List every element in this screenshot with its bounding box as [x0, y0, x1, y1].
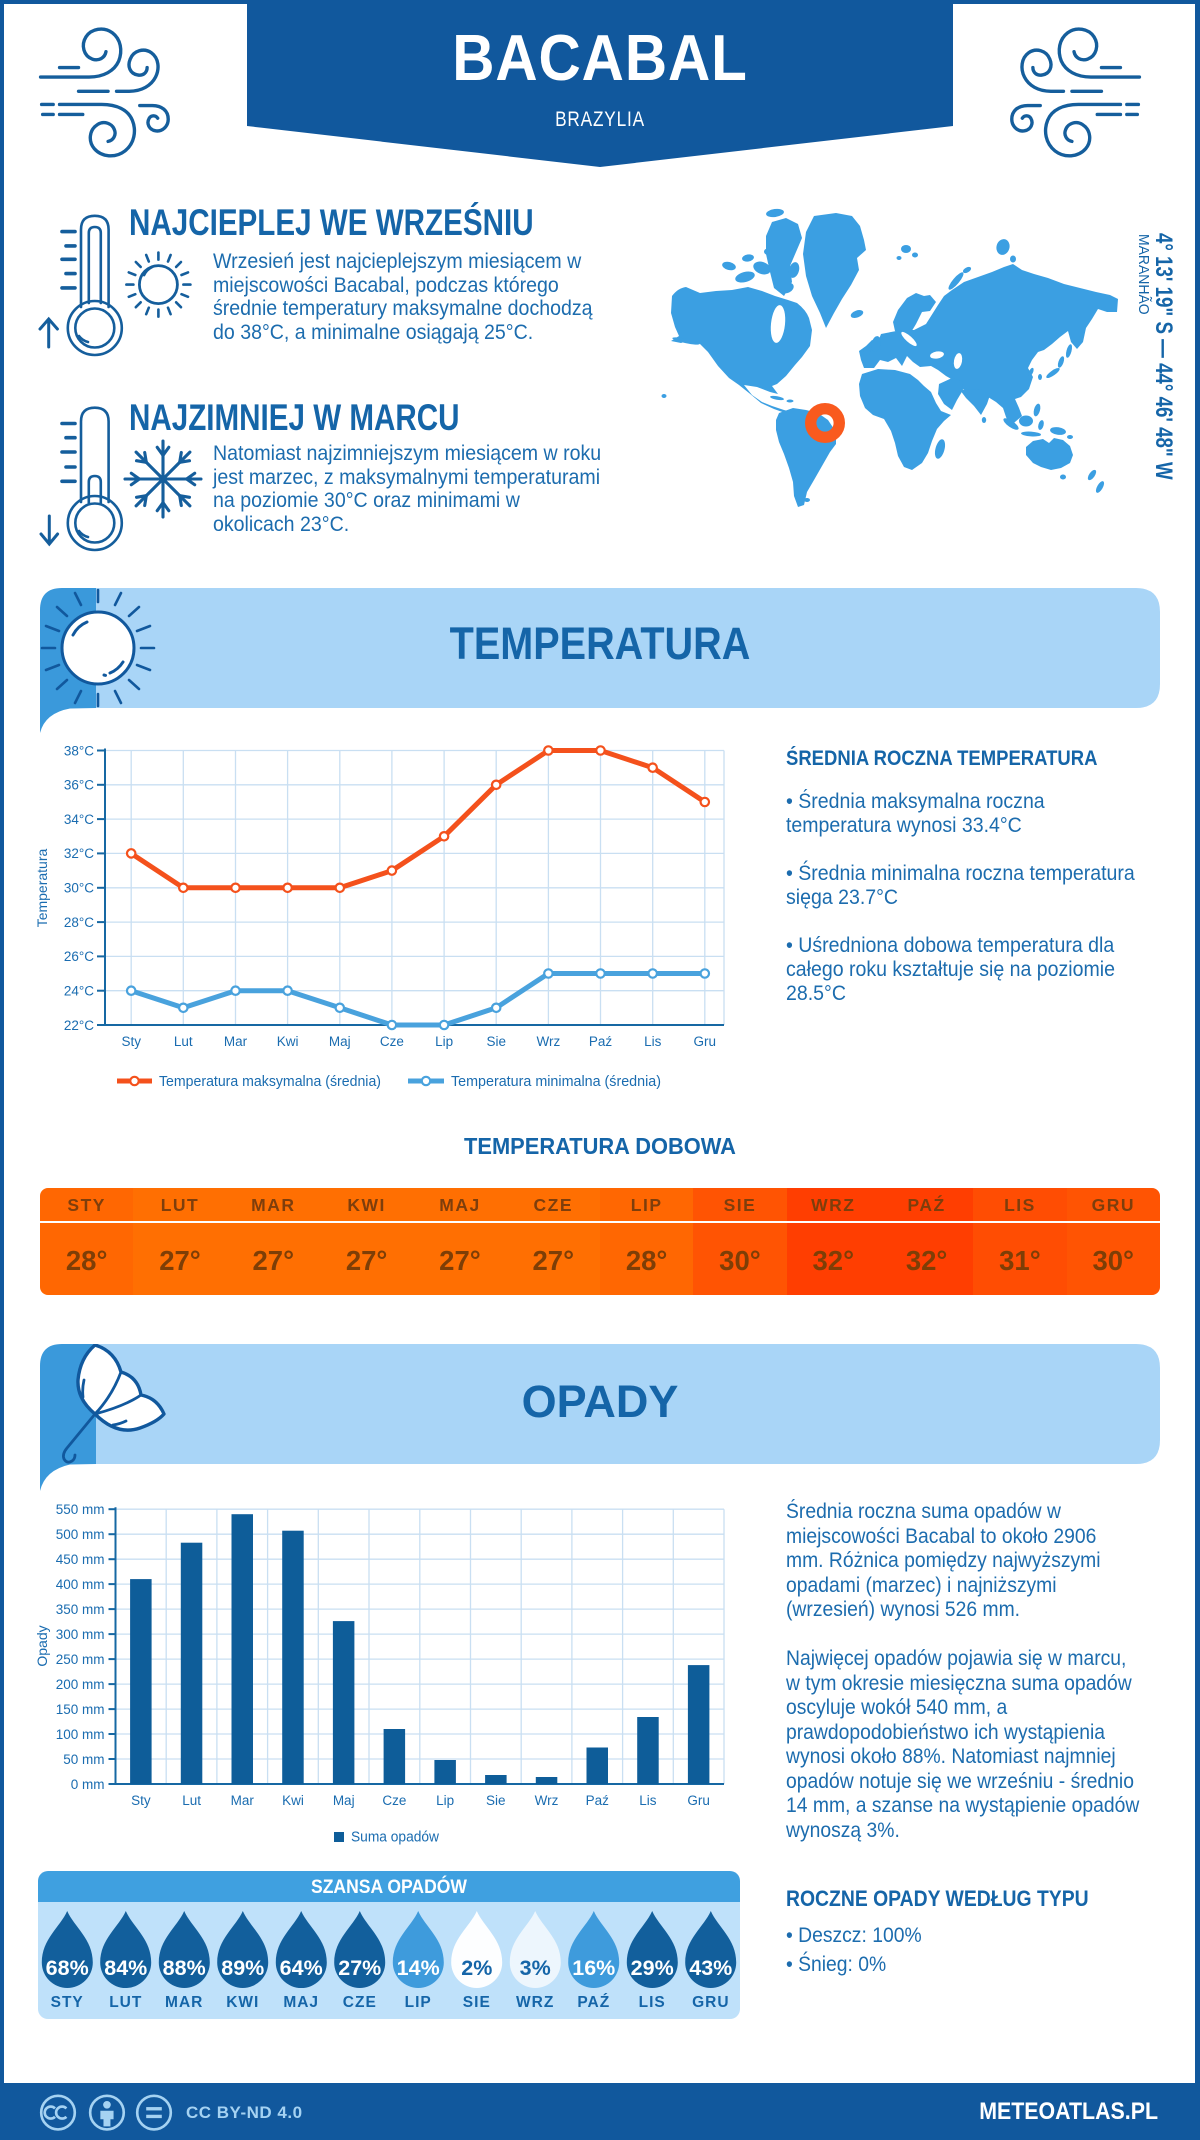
svg-text:68%: 68%	[46, 1956, 89, 1980]
svg-text:Sty: Sty	[121, 1034, 141, 1049]
svg-text:LIP: LIP	[405, 1994, 432, 2011]
svg-text:43%: 43%	[689, 1956, 732, 1980]
svg-text:Kwi: Kwi	[277, 1034, 299, 1049]
svg-text:Paź: Paź	[589, 1034, 613, 1049]
svg-text:Sie: Sie	[486, 1793, 506, 1808]
svg-text:350 mm: 350 mm	[56, 1602, 105, 1617]
svg-text:Cze: Cze	[380, 1034, 404, 1049]
svg-text:MAR: MAR	[165, 1994, 203, 2011]
svg-text:Lut: Lut	[182, 1793, 201, 1808]
svg-text:Cze: Cze	[382, 1793, 406, 1808]
svg-text:Lut: Lut	[174, 1034, 193, 1049]
svg-text:Maj: Maj	[333, 1793, 355, 1808]
svg-text:Sty: Sty	[131, 1793, 151, 1808]
svg-text:WRZ: WRZ	[516, 1994, 554, 2011]
svg-text:LUT: LUT	[109, 1994, 142, 2011]
svg-text:550 mm: 550 mm	[56, 1502, 105, 1517]
svg-text:100 mm: 100 mm	[56, 1727, 105, 1742]
svg-text:KWI: KWI	[226, 1994, 259, 2011]
svg-text:300 mm: 300 mm	[56, 1627, 105, 1642]
svg-text:Gru: Gru	[694, 1034, 717, 1049]
svg-text:3%: 3%	[520, 1956, 551, 1980]
svg-text:Wrz: Wrz	[537, 1034, 561, 1049]
svg-text:26°C: 26°C	[64, 949, 94, 964]
svg-text:Wrz: Wrz	[535, 1793, 559, 1808]
svg-text:24°C: 24°C	[64, 984, 94, 999]
svg-text:STY: STY	[51, 1994, 84, 2011]
svg-text:64%: 64%	[280, 1956, 323, 1980]
svg-text:29%: 29%	[631, 1956, 674, 1980]
svg-text:Maj: Maj	[329, 1034, 351, 1049]
svg-text:Lip: Lip	[436, 1793, 454, 1808]
svg-text:88%: 88%	[163, 1956, 206, 1980]
svg-text:Mar: Mar	[231, 1793, 255, 1808]
svg-text:32°C: 32°C	[64, 846, 94, 861]
svg-text:Opady: Opady	[34, 1625, 50, 1666]
svg-text:38°C: 38°C	[64, 743, 94, 758]
svg-text:30°C: 30°C	[64, 881, 94, 896]
svg-text:250 mm: 250 mm	[56, 1652, 105, 1667]
svg-text:27%: 27%	[338, 1956, 381, 1980]
svg-text:Lis: Lis	[639, 1793, 657, 1808]
svg-text:SIE: SIE	[463, 1994, 491, 2011]
svg-text:36°C: 36°C	[64, 778, 94, 793]
svg-text:450 mm: 450 mm	[56, 1552, 105, 1567]
svg-text:Suma opadów: Suma opadów	[351, 1830, 439, 1846]
svg-text:22°C: 22°C	[64, 1018, 94, 1033]
svg-text:89%: 89%	[221, 1956, 264, 1980]
svg-text:Gru: Gru	[687, 1793, 710, 1808]
svg-text:Temperatura maksymalna (średni: Temperatura maksymalna (średnia)	[159, 1074, 381, 1090]
svg-text:200 mm: 200 mm	[56, 1677, 105, 1692]
svg-text:MAJ: MAJ	[283, 1994, 319, 2011]
svg-text:Paź: Paź	[586, 1793, 610, 1808]
svg-text:LIS: LIS	[639, 1994, 666, 2011]
svg-text:0 mm: 0 mm	[71, 1777, 105, 1792]
svg-text:400 mm: 400 mm	[56, 1577, 105, 1592]
svg-text:CZE: CZE	[343, 1994, 377, 2011]
svg-text:Lis: Lis	[644, 1034, 662, 1049]
svg-text:34°C: 34°C	[64, 812, 94, 827]
svg-text:14%: 14%	[397, 1956, 440, 1980]
svg-text:Mar: Mar	[224, 1034, 248, 1049]
svg-text:Temperatura: Temperatura	[34, 848, 50, 927]
svg-text:Temperatura minimalna (średnia: Temperatura minimalna (średnia)	[451, 1074, 661, 1090]
svg-text:GRU: GRU	[692, 1994, 729, 2011]
svg-text:84%: 84%	[104, 1956, 147, 1980]
svg-text:28°C: 28°C	[64, 915, 94, 930]
svg-text:Kwi: Kwi	[282, 1793, 304, 1808]
svg-text:PAŹ: PAŹ	[577, 1994, 610, 2011]
svg-text:16%: 16%	[572, 1956, 615, 1980]
svg-text:500 mm: 500 mm	[56, 1527, 105, 1542]
svg-text:Lip: Lip	[435, 1034, 453, 1049]
svg-text:150 mm: 150 mm	[56, 1702, 105, 1717]
svg-text:50 mm: 50 mm	[63, 1752, 104, 1767]
svg-text:2%: 2%	[461, 1956, 492, 1980]
svg-text:Sie: Sie	[486, 1034, 506, 1049]
